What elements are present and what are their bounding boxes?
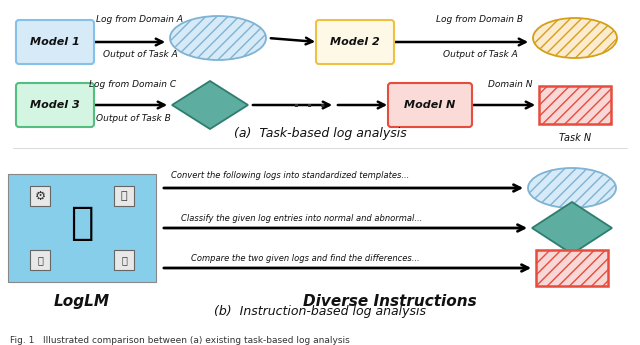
Text: 🔧: 🔧 (37, 255, 43, 265)
Text: Log from Domain A: Log from Domain A (97, 15, 184, 24)
Ellipse shape (170, 16, 266, 60)
Text: Model 1: Model 1 (30, 37, 80, 47)
Text: Model N: Model N (404, 100, 456, 110)
Text: Log from Domain C: Log from Domain C (90, 80, 177, 89)
FancyBboxPatch shape (536, 250, 608, 286)
FancyBboxPatch shape (30, 186, 50, 206)
Text: Task N: Task N (559, 133, 591, 143)
FancyBboxPatch shape (16, 83, 94, 127)
Text: Output of Task B: Output of Task B (95, 114, 170, 123)
Text: Domain N: Domain N (488, 80, 532, 89)
Text: (b)  Instruction-based log analysis: (b) Instruction-based log analysis (214, 305, 426, 318)
Ellipse shape (528, 168, 616, 208)
Text: ⛭: ⛭ (121, 191, 127, 201)
Polygon shape (172, 81, 248, 129)
FancyBboxPatch shape (388, 83, 472, 127)
Text: Model 3: Model 3 (30, 100, 80, 110)
FancyBboxPatch shape (16, 20, 94, 64)
Text: ⚙: ⚙ (35, 189, 45, 203)
Text: 🔧: 🔧 (121, 255, 127, 265)
Text: Convert the following logs into standardized templates...: Convert the following logs into standard… (171, 171, 409, 180)
Text: · · ·: · · · (293, 98, 326, 116)
Text: Fig. 1   Illustrated comparison between (a) existing task-based log analysis: Fig. 1 Illustrated comparison between (a… (10, 336, 349, 345)
FancyBboxPatch shape (539, 86, 611, 124)
FancyBboxPatch shape (114, 250, 134, 270)
Text: Model 2: Model 2 (330, 37, 380, 47)
FancyBboxPatch shape (316, 20, 394, 64)
Ellipse shape (533, 18, 617, 58)
Text: Output of Task A: Output of Task A (443, 50, 517, 59)
Text: LogLM: LogLM (54, 294, 110, 309)
Text: 🦙: 🦙 (70, 204, 93, 242)
Text: Output of Task A: Output of Task A (102, 50, 177, 59)
Bar (8, 174, 156, 282)
Text: (a)  Task-based log analysis: (a) Task-based log analysis (234, 127, 406, 140)
FancyBboxPatch shape (30, 250, 50, 270)
Text: Diverse Instructions: Diverse Instructions (303, 294, 477, 309)
Text: Log from Domain B: Log from Domain B (436, 15, 524, 24)
Polygon shape (532, 202, 612, 254)
Bar (8, 174, 156, 282)
Text: Classify the given log entries into normal and abnormal...: Classify the given log entries into norm… (181, 214, 422, 223)
FancyBboxPatch shape (114, 186, 134, 206)
Text: Compare the two given logs and find the differences...: Compare the two given logs and find the … (191, 254, 420, 263)
